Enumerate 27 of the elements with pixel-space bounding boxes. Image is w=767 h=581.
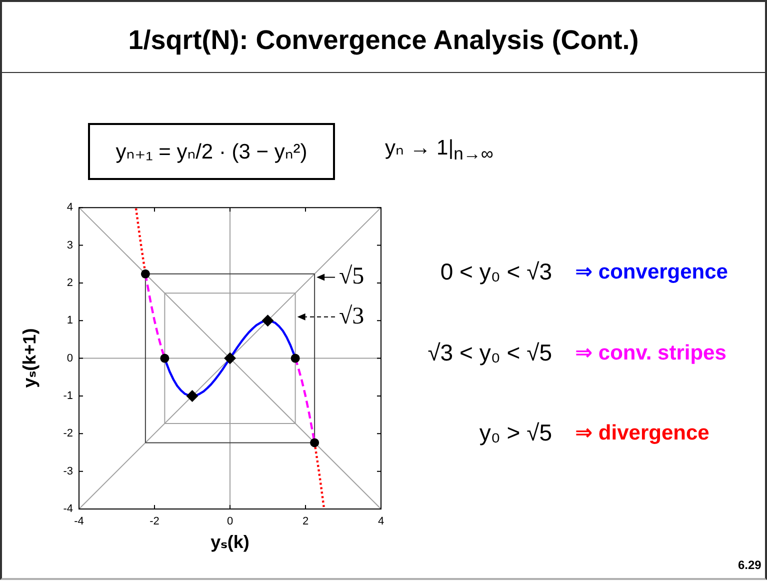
y-axis-title: yₛ(k+1)	[20, 328, 40, 388]
y-tick-label: -3	[63, 465, 73, 478]
y-tick-label: 0	[66, 352, 73, 364]
y-tick-label: 2	[66, 276, 73, 289]
text: ⇒ conv. stripes	[575, 340, 726, 365]
annotation: √3	[339, 303, 364, 330]
text: ⇒ divergence	[575, 420, 710, 446]
y-tick-label: 3	[66, 239, 73, 252]
x-axis-title: yₛ(k)	[210, 532, 250, 553]
x-tick-label: 2	[302, 516, 309, 528]
annotation: √5	[339, 264, 364, 291]
y-tick-label: -2	[63, 428, 73, 440]
y-tick-label: 4	[66, 202, 73, 214]
text: 0 < y₀ < √3	[440, 258, 552, 286]
x-tick-label: 0	[226, 516, 234, 528]
y-tick-label: 1	[66, 314, 73, 327]
text: yₙ → 1|$_{n→∞}$	[385, 135, 494, 165]
y-tick-label: -4	[63, 503, 73, 516]
text: y₀ > √5	[479, 420, 552, 446]
x-tick-label: -2	[150, 516, 160, 528]
text: ⇒ convergence	[575, 260, 728, 284]
y-tick-label: -1	[63, 390, 73, 402]
chart-title: 1/sqrt(N): Convergence Analysis (Cont.)	[128, 24, 639, 56]
text: √3 < y₀ < √5	[428, 339, 552, 366]
x-tick-label: 4	[378, 516, 384, 528]
text: yₙ₊₁ = yₙ/2 · (3 − yₙ²)	[116, 139, 308, 164]
text: 6.29	[738, 558, 762, 572]
